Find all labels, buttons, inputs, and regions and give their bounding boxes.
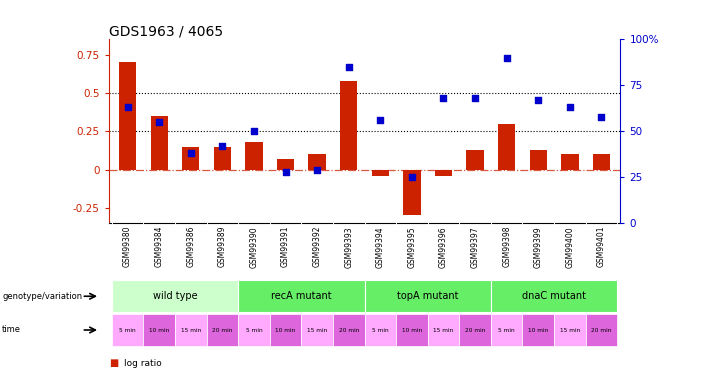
Bar bbox=[593, 154, 610, 170]
Point bbox=[470, 95, 481, 101]
Point bbox=[501, 55, 512, 61]
Text: GSM99380: GSM99380 bbox=[123, 226, 132, 267]
Text: 15 min: 15 min bbox=[559, 327, 580, 333]
Bar bbox=[182, 147, 200, 170]
Text: 15 min: 15 min bbox=[181, 327, 201, 333]
Text: genotype/variation: genotype/variation bbox=[2, 292, 82, 301]
Text: GSM99396: GSM99396 bbox=[439, 226, 448, 268]
Text: 5 min: 5 min bbox=[498, 327, 515, 333]
Text: log ratio: log ratio bbox=[124, 359, 162, 368]
Bar bbox=[554, 314, 585, 346]
Text: GSM99393: GSM99393 bbox=[344, 226, 353, 268]
Bar bbox=[428, 314, 459, 346]
Point bbox=[533, 97, 544, 103]
Bar bbox=[459, 314, 491, 346]
Text: 20 min: 20 min bbox=[591, 327, 611, 333]
Text: 5 min: 5 min bbox=[372, 327, 388, 333]
Point bbox=[375, 117, 386, 123]
Text: time: time bbox=[2, 326, 21, 334]
Bar bbox=[270, 314, 301, 346]
Text: 20 min: 20 min bbox=[465, 327, 485, 333]
Bar bbox=[403, 170, 421, 216]
Bar bbox=[245, 142, 263, 170]
Text: GSM99401: GSM99401 bbox=[597, 226, 606, 267]
Point bbox=[343, 64, 354, 70]
Bar bbox=[214, 147, 231, 170]
Bar bbox=[144, 314, 175, 346]
Text: GSM99397: GSM99397 bbox=[470, 226, 479, 268]
Bar bbox=[491, 280, 617, 312]
Text: GSM99395: GSM99395 bbox=[407, 226, 416, 268]
Text: 15 min: 15 min bbox=[433, 327, 454, 333]
Text: 10 min: 10 min bbox=[149, 327, 170, 333]
Text: GSM99392: GSM99392 bbox=[313, 226, 322, 267]
Text: GDS1963 / 4065: GDS1963 / 4065 bbox=[109, 24, 223, 38]
Bar bbox=[175, 314, 207, 346]
Bar bbox=[372, 170, 389, 176]
Bar bbox=[151, 116, 168, 170]
Text: GSM99391: GSM99391 bbox=[281, 226, 290, 267]
Bar bbox=[112, 314, 144, 346]
Point bbox=[185, 150, 196, 156]
Bar bbox=[365, 280, 491, 312]
Bar bbox=[435, 170, 452, 176]
Bar bbox=[466, 150, 484, 170]
Bar bbox=[238, 280, 365, 312]
Bar bbox=[119, 62, 136, 170]
Text: GSM99398: GSM99398 bbox=[502, 226, 511, 267]
Point bbox=[438, 95, 449, 101]
Point bbox=[154, 119, 165, 125]
Text: 15 min: 15 min bbox=[307, 327, 327, 333]
Point bbox=[311, 167, 322, 173]
Point bbox=[217, 143, 228, 149]
Bar bbox=[522, 314, 554, 346]
Text: topA mutant: topA mutant bbox=[397, 291, 458, 301]
Point bbox=[280, 169, 291, 175]
Text: GSM99384: GSM99384 bbox=[155, 226, 164, 267]
Bar bbox=[396, 314, 428, 346]
Text: 10 min: 10 min bbox=[275, 327, 296, 333]
Text: GSM99399: GSM99399 bbox=[533, 226, 543, 268]
Text: 20 min: 20 min bbox=[339, 327, 359, 333]
Text: GSM99394: GSM99394 bbox=[376, 226, 385, 268]
Text: dnaC mutant: dnaC mutant bbox=[522, 291, 586, 301]
Bar bbox=[529, 150, 547, 170]
Text: GSM99389: GSM99389 bbox=[218, 226, 227, 267]
Text: 5 min: 5 min bbox=[119, 327, 136, 333]
Text: recA mutant: recA mutant bbox=[271, 291, 332, 301]
Text: 10 min: 10 min bbox=[528, 327, 548, 333]
Text: ■: ■ bbox=[109, 358, 118, 368]
Bar bbox=[562, 154, 578, 170]
Bar bbox=[333, 314, 365, 346]
Text: GSM99390: GSM99390 bbox=[250, 226, 259, 268]
Text: 10 min: 10 min bbox=[402, 327, 422, 333]
Bar bbox=[491, 314, 522, 346]
Point bbox=[564, 104, 576, 110]
Text: wild type: wild type bbox=[153, 291, 197, 301]
Bar bbox=[585, 314, 617, 346]
Bar bbox=[498, 124, 515, 170]
Text: GSM99386: GSM99386 bbox=[186, 226, 196, 267]
Bar bbox=[301, 314, 333, 346]
Bar bbox=[238, 314, 270, 346]
Bar bbox=[365, 314, 396, 346]
Text: GSM99400: GSM99400 bbox=[565, 226, 574, 268]
Bar bbox=[112, 280, 238, 312]
Bar bbox=[308, 154, 326, 170]
Point bbox=[248, 128, 259, 134]
Bar bbox=[340, 81, 358, 170]
Point bbox=[596, 114, 607, 120]
Bar bbox=[207, 314, 238, 346]
Text: 5 min: 5 min bbox=[245, 327, 262, 333]
Point bbox=[122, 104, 133, 110]
Text: 20 min: 20 min bbox=[212, 327, 233, 333]
Point bbox=[407, 174, 418, 180]
Bar bbox=[277, 159, 294, 170]
